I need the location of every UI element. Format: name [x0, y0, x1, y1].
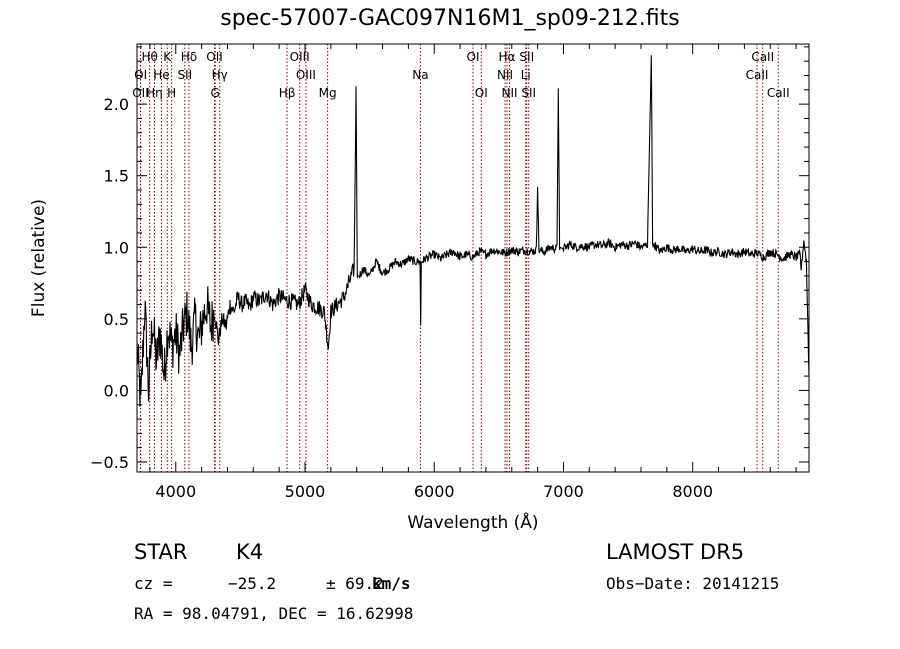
cz-label: cz = [134, 574, 173, 593]
y-tick-label: 1.0 [104, 238, 129, 257]
spectral-line-label: CaII [746, 68, 769, 82]
chart-title: spec-57007-GAC097N16M1_sp09-212.fits [220, 6, 680, 31]
object-class: K4 [236, 540, 264, 564]
cz-error: ± 69.2 [326, 574, 384, 593]
spectral-line-label: SII [177, 68, 192, 82]
spectral-line-label: NII [502, 86, 518, 100]
spectral-line-label: SII [521, 86, 536, 100]
spectral-line-label: CaII [751, 50, 774, 64]
spectral-line-label: G [211, 86, 220, 100]
spectral-line-label: SII [519, 50, 534, 64]
y-tick-label: −0.5 [90, 453, 129, 472]
y-axis: −0.5 0.0 0.5 1.0 1.5 2.0 [90, 46, 809, 472]
cz-value: −25.2 [228, 574, 277, 593]
object-type: STAR [134, 540, 188, 564]
spectral-line-label: OII [206, 50, 223, 64]
spectral-line-label: Hβ [279, 86, 296, 100]
x-axis-label: Wavelength (Å) [407, 511, 538, 533]
survey-name: LAMOST DR5 [606, 540, 745, 564]
spectral-line-label: OI [467, 50, 480, 64]
spectral-line-label: Hδ [181, 50, 197, 64]
y-tick-label: 1.5 [104, 167, 129, 186]
spectral-line-label: CaII [767, 86, 790, 100]
x-tick-label: 6000 [414, 482, 455, 501]
spectral-line-label: Hγ [212, 68, 228, 82]
x-axis: 4000 5000 6000 7000 8000 [149, 44, 797, 501]
spectral-line-label: OIII [290, 50, 310, 64]
spectral-line-label: Hθ [141, 50, 157, 64]
x-tick-label: 7000 [543, 482, 584, 501]
observation-date: Obs−Date: 20141215 [606, 574, 780, 593]
spectral-line-label: Mg [319, 86, 337, 100]
y-tick-label: 0.0 [104, 381, 129, 400]
x-tick-label: 8000 [672, 482, 713, 501]
spectral-line-label: H [167, 86, 176, 100]
spectrum-line [136, 55, 810, 407]
y-axis-label: Flux (relative) [29, 199, 49, 317]
ra-dec: RA = 98.04791, DEC = 16.62998 [134, 604, 414, 623]
spectral-line-label: K [163, 50, 172, 64]
spectral-line-label: Li [521, 68, 531, 82]
spectral-line-label: Hα [499, 50, 516, 64]
spectral-line-label: He [153, 68, 169, 82]
spectral-line-label: Hη [146, 86, 163, 100]
cz-unit: km/s [372, 574, 411, 593]
spectral-line-label: OI [475, 86, 488, 100]
spectral-line-label: NII [497, 68, 513, 82]
x-tick-label: 5000 [285, 482, 326, 501]
spectral-line-markers [139, 44, 779, 472]
spectral-line-label: Na [412, 68, 428, 82]
spectral-line-label: OII [132, 86, 149, 100]
y-tick-label: 2.0 [104, 95, 129, 114]
y-tick-label: 0.5 [104, 310, 129, 329]
x-tick-label: 4000 [155, 482, 196, 501]
plot-frame [136, 43, 810, 473]
spectral-line-label: OIII [296, 68, 316, 82]
